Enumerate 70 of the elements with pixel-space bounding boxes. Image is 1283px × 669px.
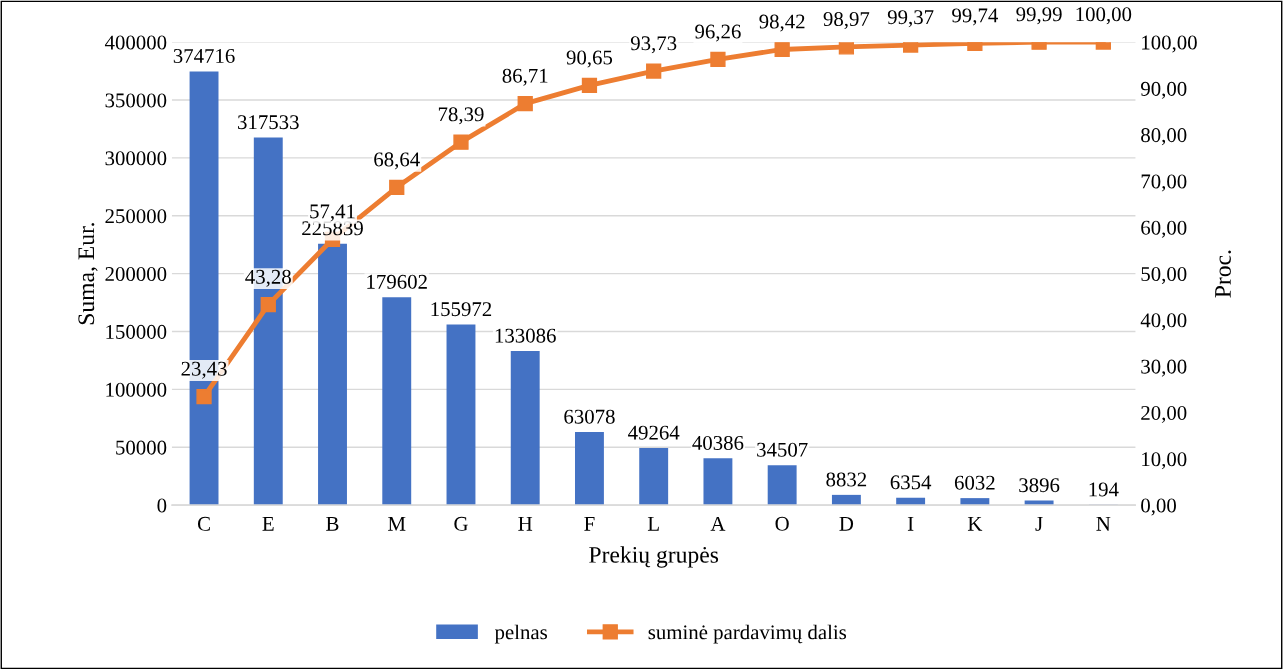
data-label: 133086 — [495, 328, 556, 343]
legend-label: suminė pardavimų dalis — [648, 624, 847, 644]
x-tick-label: B — [326, 517, 339, 531]
y-tick-label: 50000 — [116, 440, 167, 455]
data-label: 179602 — [367, 274, 427, 289]
data-label: 78,39 — [438, 107, 484, 125]
x-tick-label: L — [647, 517, 659, 531]
x-tick-label: O — [775, 516, 789, 531]
data-label: 63078 — [564, 409, 615, 424]
data-label: 99,99 — [1016, 7, 1062, 25]
x-tick-label: G — [454, 516, 468, 531]
data-label: 8832 — [826, 472, 867, 487]
legend-label: pelnas — [494, 624, 547, 644]
x-tick-label: C — [197, 516, 210, 531]
data-label: 98,97 — [823, 11, 870, 30]
x-tick-label: I — [907, 517, 914, 531]
y2-tick-label: 0,00 — [1141, 498, 1176, 516]
y2-tick-label: 40,00 — [1140, 313, 1187, 331]
data-label: 86,71 — [502, 68, 548, 86]
y-tick-label: 400000 — [104, 35, 167, 50]
data-label: 99,74 — [952, 8, 998, 26]
y-tick-label: 200000 — [105, 267, 167, 282]
x-tick-label: M — [388, 517, 406, 531]
data-label: 374716 — [173, 49, 235, 64]
y2-axis-title: Proc. — [1215, 250, 1231, 298]
data-label: 57,41 — [310, 204, 355, 222]
data-label: 194 — [1089, 482, 1119, 497]
y-tick-label: 0 — [157, 498, 167, 513]
y2-tick-label: 90,00 — [1140, 81, 1187, 99]
y-tick-label: 250000 — [105, 209, 167, 224]
y2-tick-label: 60,00 — [1141, 220, 1187, 238]
y2-tick-label: 10,00 — [1142, 452, 1187, 470]
x-tick-label: K — [967, 517, 983, 531]
y-axis-title: Suma, Eur. — [78, 223, 98, 325]
y2-tick-label: 30,00 — [1141, 359, 1187, 377]
data-label: 90,65 — [566, 50, 613, 68]
y-tick-label: 300000 — [105, 151, 167, 166]
data-label: 155972 — [431, 302, 492, 317]
x-tick-label: F — [584, 517, 595, 531]
y2-tick-label: 100,00 — [1142, 35, 1197, 53]
x-tick-label: D — [839, 517, 854, 531]
data-label: 99,37 — [887, 10, 934, 28]
data-label: 49264 — [628, 425, 680, 440]
data-label: 23,43 — [181, 361, 227, 379]
data-label: 96,26 — [695, 24, 741, 42]
y2-tick-label: 80,00 — [1141, 128, 1187, 146]
x-tick-label: E — [262, 517, 274, 531]
x-tick-label: J — [1035, 517, 1043, 531]
y-tick-label: 150000 — [106, 324, 167, 339]
data-label: 317533 — [238, 115, 299, 130]
y2-tick-label: 20,00 — [1141, 405, 1187, 423]
x-tick-label: H — [518, 517, 533, 531]
data-label: 225839 — [302, 221, 363, 236]
y2-tick-label: 70,00 — [1141, 174, 1187, 192]
data-label: 3896 — [1019, 478, 1060, 493]
y2-tick-label: 50,00 — [1141, 267, 1187, 285]
data-label: 40386 — [692, 435, 744, 450]
data-label: 68,64 — [374, 152, 420, 170]
data-label: 43,28 — [245, 269, 291, 287]
data-label: 93,73 — [630, 36, 677, 54]
data-label: 34507 — [757, 442, 808, 457]
data-label: 6354 — [890, 475, 932, 490]
data-label: 98,42 — [759, 14, 805, 32]
x-tick-label: A — [710, 516, 726, 531]
data-label: 6032 — [954, 475, 995, 490]
y-tick-label: 100000 — [106, 382, 167, 397]
x-tick-label: N — [1096, 517, 1111, 531]
y-tick-label: 350000 — [105, 93, 167, 108]
data-label: 100,00 — [1076, 7, 1132, 25]
x-axis-title: Prekių grupės — [589, 546, 719, 568]
